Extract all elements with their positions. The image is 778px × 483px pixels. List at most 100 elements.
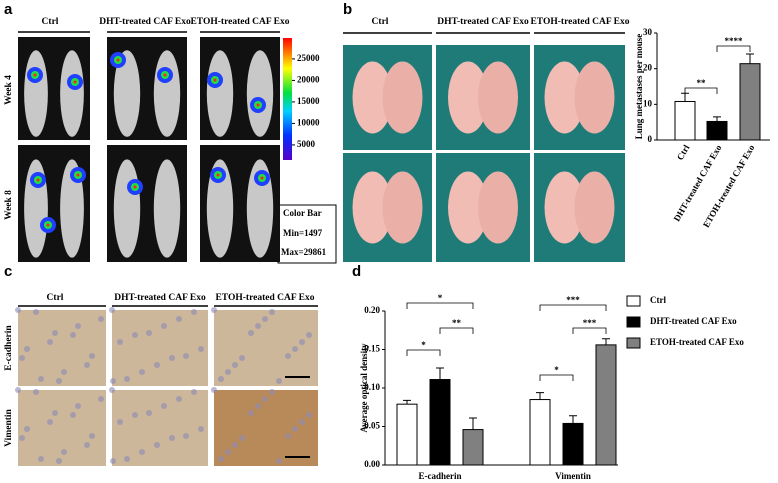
error-bar (569, 415, 577, 424)
mouse (206, 50, 234, 137)
significance-bracket (439, 327, 474, 334)
cell (292, 426, 298, 432)
cell (146, 410, 152, 416)
signal (73, 80, 77, 84)
cell (84, 362, 90, 368)
cell (276, 378, 282, 384)
lung (478, 171, 518, 244)
signal (163, 73, 167, 77)
row-label: Vimentin (4, 408, 14, 446)
x-tick-label: Ctrl (675, 143, 692, 162)
cell (33, 389, 39, 395)
significance-bracket (539, 304, 607, 311)
y-axis-label: Lung metastases per mouse (634, 34, 644, 140)
cell (154, 442, 160, 448)
panel-label: c (4, 263, 12, 280)
cell (191, 389, 197, 395)
signal (213, 78, 217, 82)
error-bar (536, 392, 544, 400)
cell (198, 346, 204, 352)
bar (529, 399, 551, 466)
cell (110, 458, 116, 464)
y-tick-label: 0.10 (364, 382, 380, 392)
mouse (206, 159, 234, 258)
cell (262, 396, 268, 402)
cell (47, 419, 53, 425)
color-bar-title: Color Bar (283, 208, 322, 218)
bar (429, 379, 451, 466)
bar (739, 63, 761, 141)
group-heading: Ctrl (372, 17, 389, 27)
cell (24, 346, 30, 352)
cell (285, 353, 291, 359)
significance-label: *** (583, 318, 597, 328)
significance-label: ** (452, 318, 462, 328)
x-tick-label: Vimentin (555, 471, 591, 481)
significance-label: * (554, 365, 559, 375)
cell (132, 332, 138, 338)
cell (109, 307, 115, 313)
cell (176, 396, 182, 402)
cell (276, 458, 282, 464)
lung (574, 61, 615, 134)
mouse (246, 50, 274, 137)
cell (248, 410, 254, 416)
color-bar-tick-label: 5000 (297, 139, 316, 149)
signal (133, 185, 137, 189)
y-tick-label: 0.00 (364, 459, 380, 469)
cell (306, 412, 312, 418)
signal (116, 58, 120, 62)
lung (544, 171, 585, 244)
significance-label: * (438, 293, 443, 303)
mouse (153, 50, 181, 137)
legend-swatch (626, 337, 641, 349)
cell (70, 412, 76, 418)
signal (256, 103, 260, 107)
significance-bracket (684, 87, 718, 94)
group-heading: DHT-treated CAF Exo (437, 17, 529, 27)
cell (154, 362, 160, 368)
cell (124, 376, 130, 382)
cell (38, 456, 44, 462)
bar (562, 422, 584, 466)
cell (269, 389, 275, 395)
cell (89, 433, 95, 439)
cell (299, 419, 305, 425)
cell (198, 426, 204, 432)
color-bar-tick-label: 25000 (297, 53, 320, 63)
y-tick-label: 0 (648, 134, 653, 144)
color-bar-box (277, 204, 337, 264)
cell (75, 403, 81, 409)
cell (19, 435, 25, 441)
cell (269, 309, 275, 315)
cell (255, 323, 261, 329)
photo (214, 310, 318, 386)
cell (299, 339, 305, 345)
legend-swatch (626, 316, 641, 328)
color-bar-tick-label: 10000 (297, 117, 320, 127)
significance-bracket (406, 349, 441, 356)
significance-bracket (716, 45, 751, 52)
cell (218, 376, 224, 382)
y-tick-label: 20 (643, 63, 653, 73)
row-label: Week 8 (4, 190, 14, 220)
photo (18, 310, 106, 386)
mouse (153, 159, 181, 258)
cell (15, 307, 21, 313)
significance-bracket (406, 302, 474, 309)
cell (211, 387, 217, 393)
cell (225, 449, 231, 455)
cell (132, 412, 138, 418)
y-tick-label: 30 (643, 27, 653, 37)
signal (216, 173, 220, 177)
lung (448, 171, 488, 244)
significance-bracket (539, 374, 574, 381)
y-tick-label: 0.15 (364, 344, 380, 354)
bar (674, 100, 696, 141)
lung (352, 61, 393, 134)
cell (84, 442, 90, 448)
signal (36, 178, 40, 182)
significance-label: *** (566, 295, 580, 305)
color-bar-max: Max=29861 (281, 247, 327, 257)
